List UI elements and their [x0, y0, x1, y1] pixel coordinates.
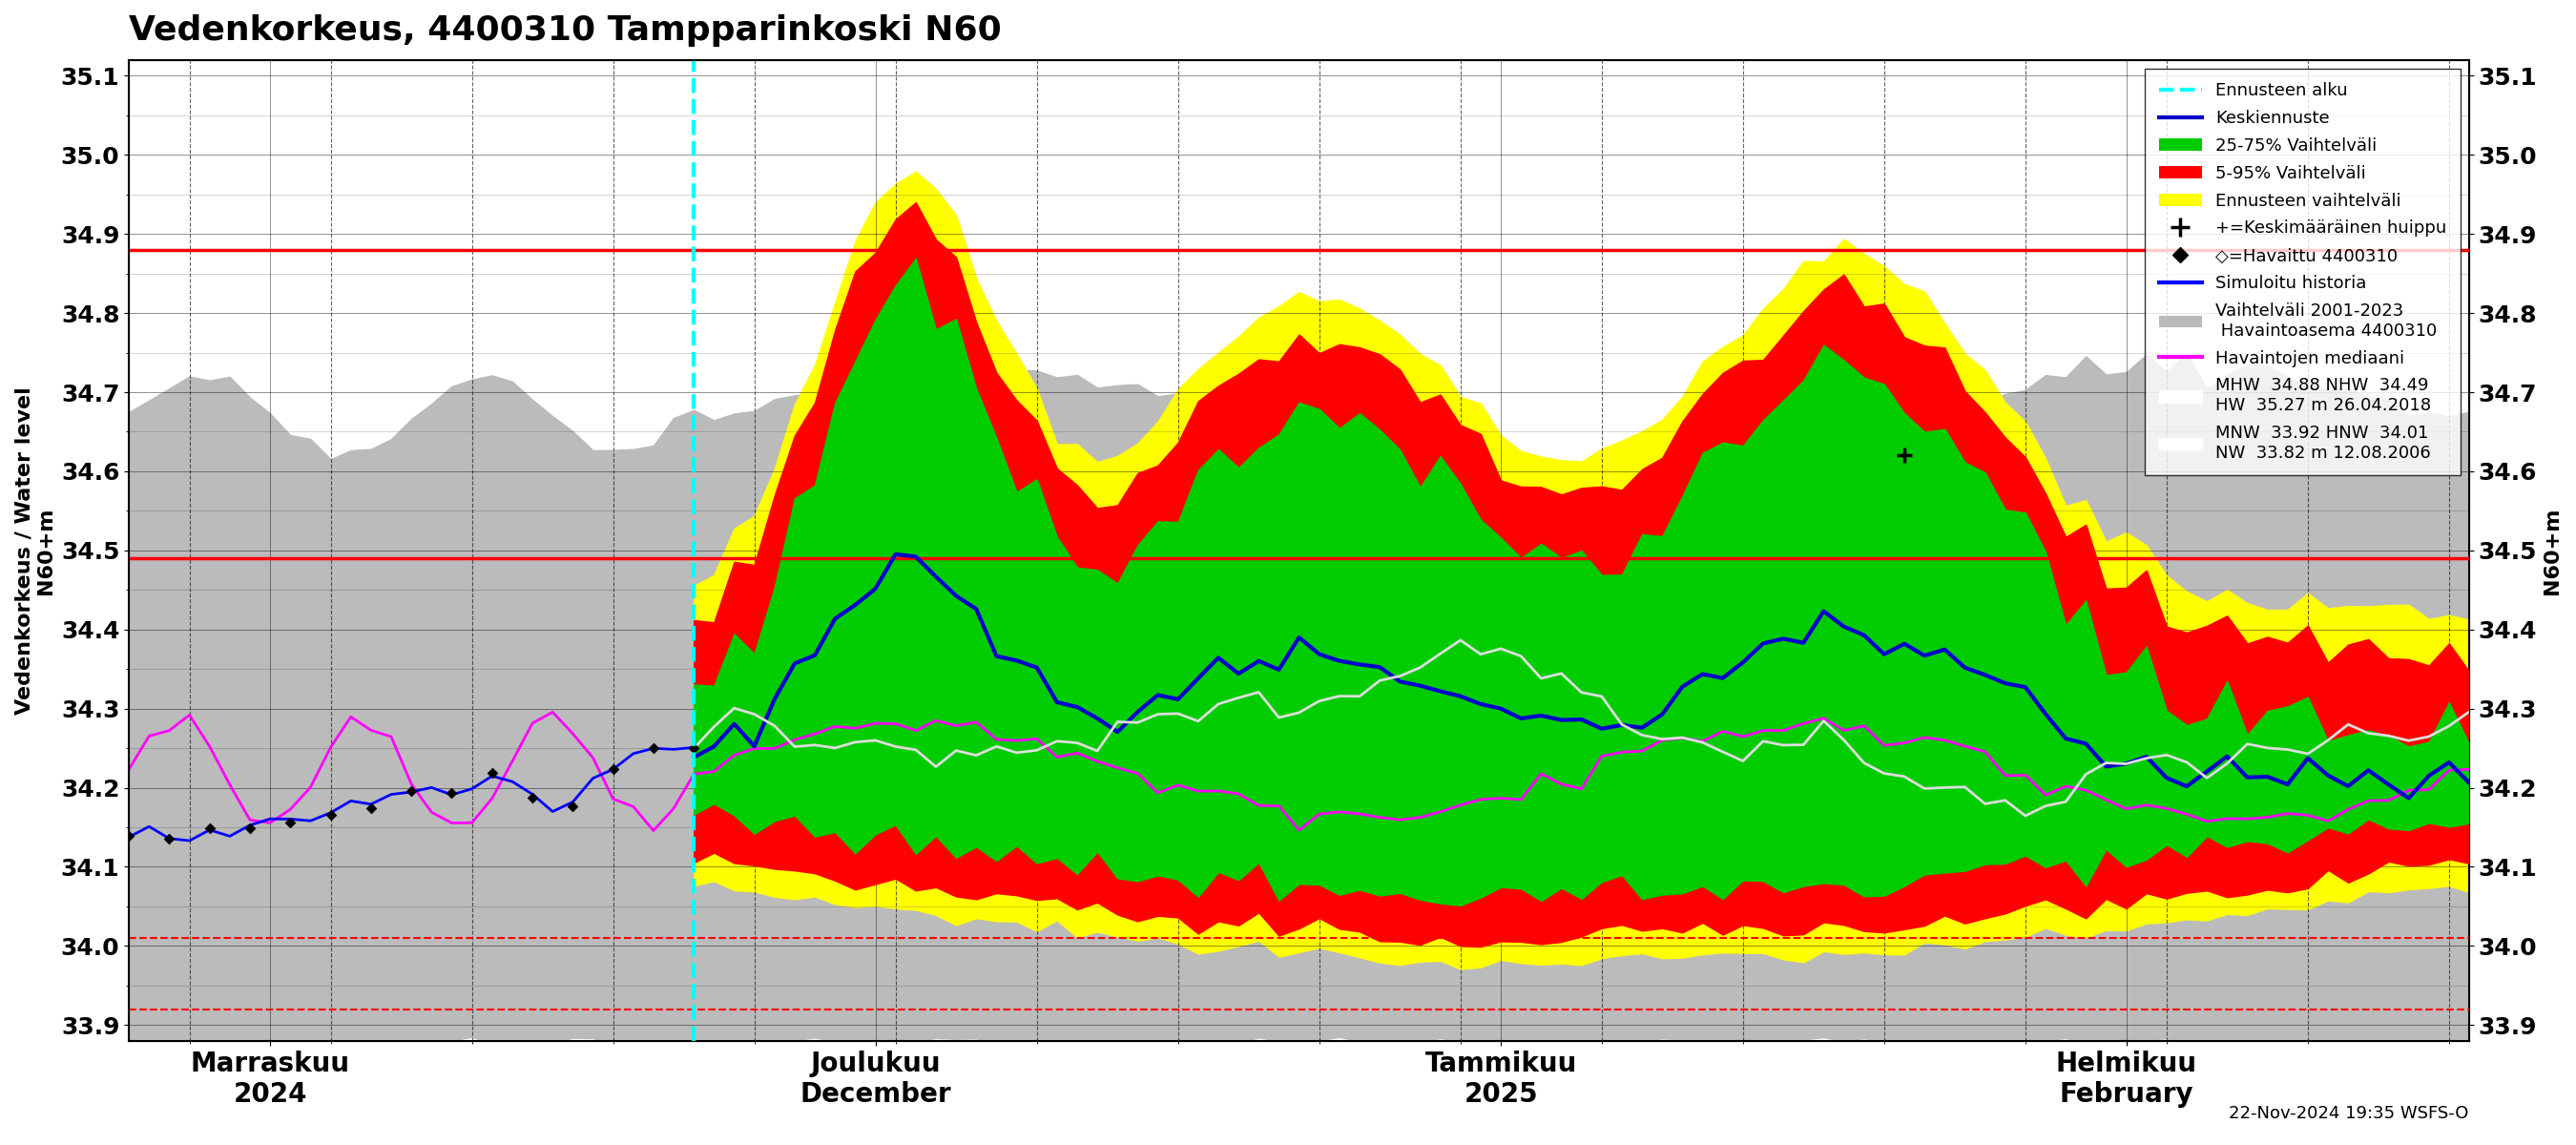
Point — [149, 830, 191, 848]
Point — [270, 813, 312, 831]
Point — [108, 827, 149, 845]
Point — [430, 784, 471, 803]
Y-axis label: N60+m: N60+m — [2543, 507, 2561, 594]
Point — [672, 740, 714, 758]
Point — [471, 764, 513, 782]
Point — [513, 788, 554, 806]
Point — [634, 739, 675, 757]
Point — [188, 820, 229, 838]
Point — [229, 819, 270, 837]
Text: Vedenkorkeus, 4400310 Tampparinkoski N60: Vedenkorkeus, 4400310 Tampparinkoski N60 — [129, 14, 1002, 47]
Point — [309, 806, 350, 824]
Legend: Ennusteen alku, Keskiennuste, 25-75% Vaihtelväli, 5-95% Vaihtelväli, Ennusteen v: Ennusteen alku, Keskiennuste, 25-75% Vai… — [2146, 69, 2460, 475]
Point — [350, 799, 392, 818]
Point — [551, 798, 592, 816]
Y-axis label: Vedenkorkeus / Water level
N60+m: Vedenkorkeus / Water level N60+m — [15, 386, 57, 714]
Point — [392, 782, 433, 800]
Point — [592, 759, 634, 777]
Text: 22-Nov-2024 19:35 WSFS-O: 22-Nov-2024 19:35 WSFS-O — [2228, 1105, 2468, 1122]
